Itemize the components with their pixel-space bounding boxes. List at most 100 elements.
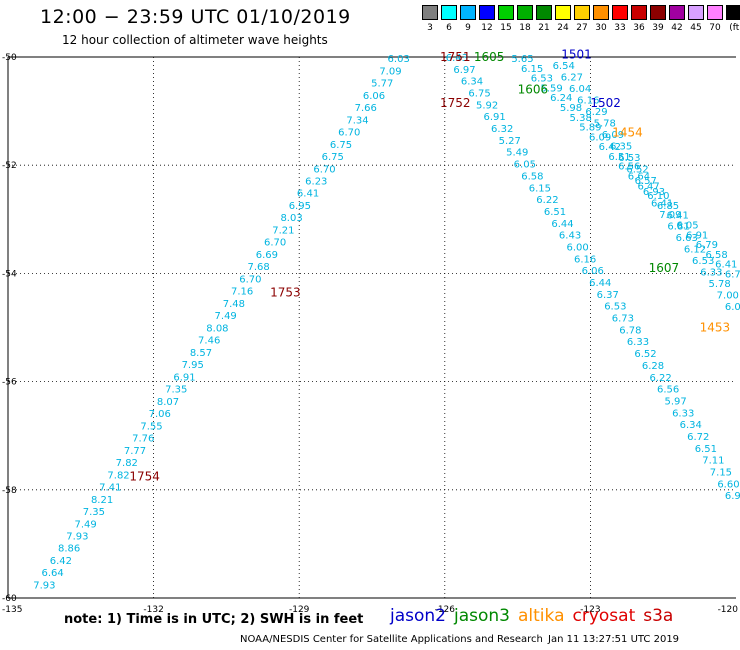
wave-height-label: 6.16: [574, 254, 596, 265]
wave-height-label: 5.97: [665, 396, 687, 407]
wave-height-label: 5.78: [594, 118, 616, 129]
legend-label: 27: [576, 23, 588, 33]
wave-height-label: 6.06: [363, 91, 385, 102]
wave-height-label: 5.59: [540, 83, 562, 94]
wave-height-label: 6.93: [725, 491, 740, 502]
latitude-label: -58: [2, 486, 17, 496]
wave-height-label: 7.82: [107, 470, 129, 481]
legend-swatch: [574, 5, 590, 20]
wave-height-label: 6.54: [553, 61, 575, 72]
wave-height-label: 6.23: [305, 176, 327, 187]
legend-label: 9: [465, 23, 471, 33]
wave-height-label: 7.35: [83, 507, 105, 518]
wave-height-label: 6.51: [544, 207, 566, 218]
wave-height-label: 6.75: [330, 140, 352, 151]
wave-height-label: 6.37: [597, 290, 619, 301]
wave-height-label: 5.49: [506, 148, 528, 159]
legend-swatch: [555, 5, 571, 20]
latitude-label: -54: [2, 269, 17, 279]
wave-height-label: 6.81: [667, 222, 689, 233]
wave-height-label: 6.43: [446, 53, 468, 64]
wave-height-label: 6.00: [566, 242, 588, 253]
wave-height-label: 7.48: [223, 299, 245, 310]
wave-height-label: 6.70: [338, 128, 360, 139]
wave-height-label: 6.85: [657, 201, 679, 212]
legend-swatch: [726, 5, 740, 20]
wave-height-label: 6.63: [676, 233, 698, 244]
legend-swatch: [669, 5, 685, 20]
pass-number-label: 1752: [440, 96, 471, 110]
altimeter-tracks: 6.037.095.776.067.667.346.706.756.756.70…: [33, 53, 740, 591]
wave-height-label: 7.34: [346, 115, 368, 126]
wave-height-label: 7.35: [165, 385, 187, 396]
wave-height-label: 6.44: [551, 219, 573, 230]
wave-height-label: 6.56: [618, 162, 640, 173]
wave-height-label: 7.66: [355, 103, 377, 114]
legend-label: 33: [614, 23, 626, 33]
wave-height-label: 7.21: [272, 225, 294, 236]
legend-label: 39: [652, 23, 664, 33]
wave-height-label: 6.05: [676, 220, 698, 231]
legend-label: 6: [446, 23, 452, 33]
wave-height-label: 8.08: [206, 323, 228, 334]
wave-height-label: 6.15: [529, 183, 551, 194]
wave-height-label: 6.27: [561, 73, 583, 84]
wave-height-label: 6.03: [388, 54, 410, 65]
axis-labels: -50 -52 -54 -56 -58 -60-135 -132 -129 -126 -123 -1…: [2, 53, 738, 615]
wave-height-label: 6.56: [657, 385, 679, 396]
latitude-label: -60: [2, 594, 17, 604]
wave-height-label: 6.73: [725, 269, 740, 280]
wave-height-label: 6.47: [638, 181, 660, 192]
wave-height-label: 7.82: [116, 458, 138, 469]
wave-height-label: 6.93: [643, 187, 665, 198]
timestamp-text: Jan 11 13:27:51 UTC 2019: [548, 634, 680, 645]
wave-height-label: 7.09: [659, 210, 681, 221]
legend-swatch: [422, 5, 438, 20]
wave-height-label: 6.53: [531, 74, 553, 85]
pass-number-label: 1502: [590, 96, 621, 110]
wave-height-label: 6.78: [619, 325, 641, 336]
pass-number-label: 1501: [561, 47, 592, 61]
wave-height-label: 6.29: [585, 107, 607, 118]
wave-height-label: 6.15: [521, 64, 543, 75]
wave-height-label: 6.57: [635, 176, 657, 187]
legend-unit: (ft): [729, 23, 740, 33]
wave-height-label: 6.70: [239, 274, 261, 285]
wave-height-label: 7.11: [702, 456, 724, 467]
wave-height-label: 5.78: [708, 279, 730, 290]
legend-label: 3: [427, 23, 433, 33]
wave-height-label: 7.06: [149, 409, 171, 420]
wave-height-label: 6.04: [725, 302, 740, 313]
wave-height-label: 6.70: [313, 164, 335, 175]
longitude-label: -126: [435, 605, 456, 615]
legend-label: 21: [538, 23, 550, 33]
legend-label: 36: [633, 23, 645, 33]
legend-label: 70: [709, 23, 721, 33]
pass-number-label: 1753: [270, 285, 301, 299]
longitude-label: -129: [289, 605, 310, 615]
legend-swatch: [498, 5, 514, 20]
wave-height-label: 6.33: [672, 408, 694, 419]
credit-text: NOAA/NESDIS Center for Satellite Applica…: [240, 634, 543, 645]
pass-number-label: 1454: [612, 126, 643, 140]
wave-height-label: 6.41: [297, 189, 319, 200]
wave-height-label: 6.53: [604, 302, 626, 313]
wave-height-label: 6.41: [651, 199, 673, 210]
legend-swatch: [441, 5, 457, 20]
wave-height-label: 6.34: [461, 77, 483, 88]
wave-height-label: 5.98: [560, 103, 582, 114]
wave-height-label: 8.21: [91, 495, 113, 506]
map-title: 12:00 − 23:59 UTC 01/10/2019: [40, 6, 351, 28]
wave-height-label: 6.64: [42, 568, 64, 579]
wave-height-label: 7.49: [74, 519, 96, 530]
wave-height-label: 6.97: [453, 65, 475, 76]
wave-height-label: 6.53: [618, 153, 640, 164]
wave-height-label: 7.49: [215, 311, 237, 322]
wave-height-label: 7.76: [132, 434, 154, 445]
satellite-label: s3a: [643, 606, 674, 626]
wave-height-label: 6.05: [514, 160, 536, 171]
wave-height-label: 8.57: [190, 348, 212, 359]
pass-number-label: 1453: [700, 321, 731, 335]
satellite-label: jason3: [454, 606, 510, 626]
